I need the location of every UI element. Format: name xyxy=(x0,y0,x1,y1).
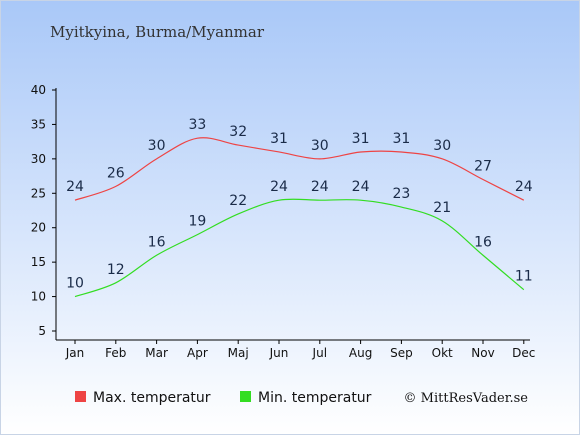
data-label-min: 10 xyxy=(66,276,84,292)
series-line-min xyxy=(74,198,525,298)
x-tick-label: Dec xyxy=(512,346,535,360)
data-label-max: 33 xyxy=(188,117,206,133)
data-label-max: 30 xyxy=(148,138,166,154)
y-tick-label: 10 xyxy=(31,290,46,304)
data-label-min: 23 xyxy=(392,186,410,202)
x-tick-label: Okt xyxy=(432,346,453,360)
x-tick-label: Jan xyxy=(65,346,85,360)
legend-swatch-min xyxy=(240,391,251,402)
x-tick-label: Apr xyxy=(187,346,208,360)
y-tick-label: 25 xyxy=(31,186,46,200)
data-label-min: 19 xyxy=(188,214,206,230)
x-tick-label: Jun xyxy=(269,346,289,360)
data-label-max: 24 xyxy=(66,179,84,195)
credit-text: © MittResVader.se xyxy=(404,391,529,406)
data-label-max: 31 xyxy=(392,131,410,147)
y-tick-label: 30 xyxy=(31,152,46,166)
data-label-max: 31 xyxy=(270,131,288,147)
data-label-min: 22 xyxy=(229,193,247,209)
y-tick-label: 20 xyxy=(31,221,46,235)
data-label-max: 26 xyxy=(107,165,125,181)
data-label-min: 24 xyxy=(270,179,288,195)
x-tick-label: Sep xyxy=(390,346,413,360)
data-label-max: 31 xyxy=(352,131,370,147)
x-tick-label: Aug xyxy=(349,346,372,360)
legend-label-max: Max. temperatur xyxy=(93,390,211,406)
y-tick-label: 35 xyxy=(31,117,46,131)
data-label-min: 12 xyxy=(107,262,125,278)
y-tick-label: 15 xyxy=(31,255,46,269)
y-tick-label: 40 xyxy=(31,83,46,97)
data-labels: 24 26 30 33 32 31 30 31 31 30 27 24 10 12 16 19 22 24 24 24… xyxy=(66,117,533,291)
x-tick-label: Jul xyxy=(312,346,327,360)
x-tick-label: Nov xyxy=(471,346,494,360)
data-label-max: 24 xyxy=(515,179,533,195)
x-tick-label: Mar xyxy=(145,346,168,360)
series-line-max xyxy=(74,137,525,201)
chart-title: Myitkyina, Burma/Myanmar xyxy=(50,23,265,41)
series-layer xyxy=(74,137,525,298)
x-tick-label: Maj xyxy=(228,346,249,360)
data-label-min: 24 xyxy=(352,179,370,195)
legend: Max. temperatur Min. temperatur xyxy=(75,390,372,406)
data-label-max: 32 xyxy=(229,124,247,140)
legend-swatch-max xyxy=(75,391,86,402)
data-label-max: 30 xyxy=(311,138,329,154)
legend-label-min: Min. temperatur xyxy=(258,390,372,406)
data-label-max: 27 xyxy=(474,159,492,175)
data-label-min: 21 xyxy=(433,200,451,216)
data-label-max: 30 xyxy=(433,138,451,154)
data-label-min: 11 xyxy=(515,269,533,285)
x-tick-label: Feb xyxy=(105,346,126,360)
y-tick-label: 5 xyxy=(38,324,46,338)
data-label-min: 24 xyxy=(311,179,329,195)
data-label-min: 16 xyxy=(474,234,492,250)
axes: 5 10 15 20 25 30 35 40 Jan Feb Mar Apr Maj Jun Jul Aug S… xyxy=(31,83,536,360)
data-label-min: 16 xyxy=(148,234,166,250)
